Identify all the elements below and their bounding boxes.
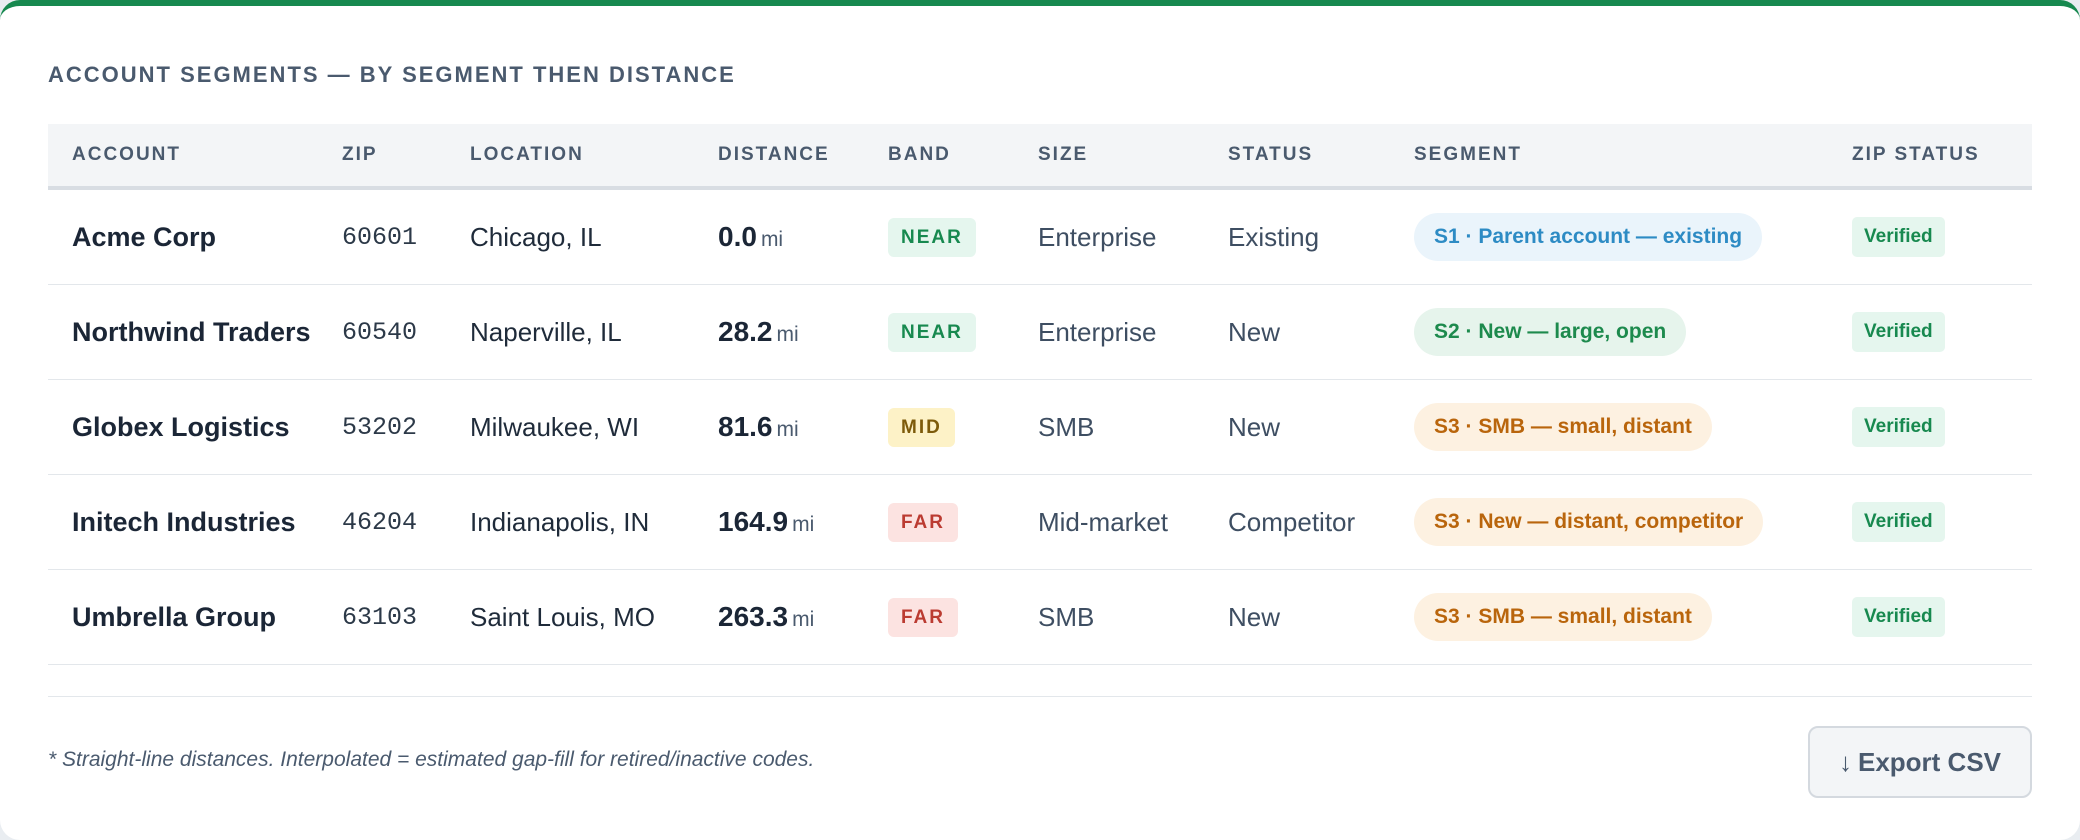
distance-unit: mi [792,608,815,631]
zip-status-badge: Verified [1852,407,1945,447]
zip-code: 60601 [342,188,470,285]
segment-cell: S3 · New — distant, competitor [1414,474,1852,570]
column-header-status[interactable]: STATUS [1228,124,1414,190]
size: Mid-market [1038,474,1228,570]
column-header-location[interactable]: LOCATION [470,124,718,190]
band-badge: NEAR [888,217,976,257]
distance-unit: mi [776,323,799,346]
export-button-label: Export CSV [1857,746,2002,777]
segment-cell: S2 · New — large, open [1414,284,1852,380]
size: Enterprise [1038,188,1228,285]
zip-status-badge: Verified [1852,312,1945,352]
location: Naperville, IL [470,284,718,380]
distance-value: 28.2 [718,316,773,347]
page-title: ACCOUNT SEGMENTS — BY SEGMENT THEN DISTA… [48,62,736,87]
status: New [1228,379,1414,475]
segment-pill: S3 · SMB — small, distant [1414,403,1712,451]
account-name: Acme Corp [48,188,342,285]
zip-status-cell: Verified [1852,284,2032,380]
band-cell: FAR [888,569,1038,665]
zip-status-badge: Verified [1852,217,1945,257]
segment-cell: S3 · SMB — small, distant [1414,379,1852,475]
column-header-zip-status[interactable]: ZIP STATUS [1852,124,2032,190]
band-cell: NEAR [888,188,1038,285]
segment-pill: S3 · SMB — small, distant [1414,593,1712,641]
column-header-distance[interactable]: DISTANCE [718,124,888,190]
column-header-band[interactable]: BAND [888,124,1038,190]
table-row[interactable]: Globex Logistics 53202 Milwaukee, WI 81.… [48,379,2032,475]
segments-table: ACCOUNT ZIP LOCATION DISTANCE BAND SIZE … [48,124,2032,665]
size: Enterprise [1038,284,1228,380]
distance-cell: 0.0 mi [718,188,888,285]
distance-unit: mi [776,418,799,441]
location: Milwaukee, WI [470,379,718,475]
account-name: Globex Logistics [48,379,342,475]
column-header-zip[interactable]: ZIP [342,124,470,190]
zip-code: 63103 [342,569,470,665]
location: Chicago, IL [470,188,718,285]
zip-code: 60540 [342,284,470,380]
location: Indianapolis, IN [470,474,718,570]
band-badge: MID [888,407,955,447]
table-row[interactable]: Initech Industries 46204 Indianapolis, I… [48,474,2032,570]
band-cell: NEAR [888,284,1038,380]
distance-value: 81.6 [718,411,773,442]
zip-code: 53202 [342,379,470,475]
account-name: Umbrella Group [48,569,342,665]
distance-value: 263.3 [718,601,789,632]
segment-cell: S1 · Parent account — existing [1414,188,1852,285]
distance-unit: mi [760,228,784,251]
account-name: Initech Industries [48,474,342,570]
size: SMB [1038,379,1228,475]
band-cell: FAR [888,474,1038,570]
segment-cell: S3 · SMB — small, distant [1414,569,1852,665]
download-arrow-icon: ↓ [1838,746,1852,777]
zip-status-cell: Verified [1852,569,2032,665]
distance-value: 0.0 [718,221,757,252]
distance-cell: 81.6 mi [718,379,888,475]
status: Competitor [1228,474,1414,570]
table-row[interactable]: Umbrella Group 63103 Saint Louis, MO 263… [48,569,2032,665]
column-header-account[interactable]: ACCOUNT [48,124,342,190]
export-csv-button[interactable]: ↓ Export CSV [1808,726,2032,798]
band-cell: MID [888,379,1038,475]
distance-unit: mi [792,513,815,536]
segment-pill: S1 · Parent account — existing [1414,213,1763,261]
zip-status-badge: Verified [1852,597,1945,637]
distance-value: 164.9 [718,506,789,537]
zip-status-cell: Verified [1852,188,2032,285]
column-header-segment[interactable]: SEGMENT [1414,124,1852,190]
zip-status-cell: Verified [1852,379,2032,475]
account-name: Northwind Traders [48,284,342,380]
table-row[interactable]: Northwind Traders 60540 Naperville, IL 2… [48,284,2032,380]
size: SMB [1038,569,1228,665]
band-badge: NEAR [888,312,976,352]
footnote: * Straight-line distances. Interpolated … [48,748,815,771]
zip-status-cell: Verified [1852,474,2032,570]
band-badge: FAR [888,502,958,542]
table-row[interactable]: Acme Corp 60601 Chicago, IL 0.0 mi NEAR E… [48,188,2032,285]
table-header-row: ACCOUNT ZIP LOCATION DISTANCE BAND SIZE … [48,124,2032,190]
status: New [1228,284,1414,380]
status: New [1228,569,1414,665]
segment-pill: S2 · New — large, open [1414,308,1687,356]
location: Saint Louis, MO [470,569,718,665]
distance-cell: 164.9 mi [718,474,888,570]
distance-cell: 263.3 mi [718,569,888,665]
status: Existing [1228,188,1414,285]
divider [48,696,2032,697]
column-header-size[interactable]: SIZE [1038,124,1228,190]
distance-cell: 28.2 mi [718,284,888,380]
zip-status-badge: Verified [1852,502,1945,542]
band-badge: FAR [888,597,958,637]
zip-code: 46204 [342,474,470,570]
segment-pill: S3 · New — distant, competitor [1414,498,1764,546]
